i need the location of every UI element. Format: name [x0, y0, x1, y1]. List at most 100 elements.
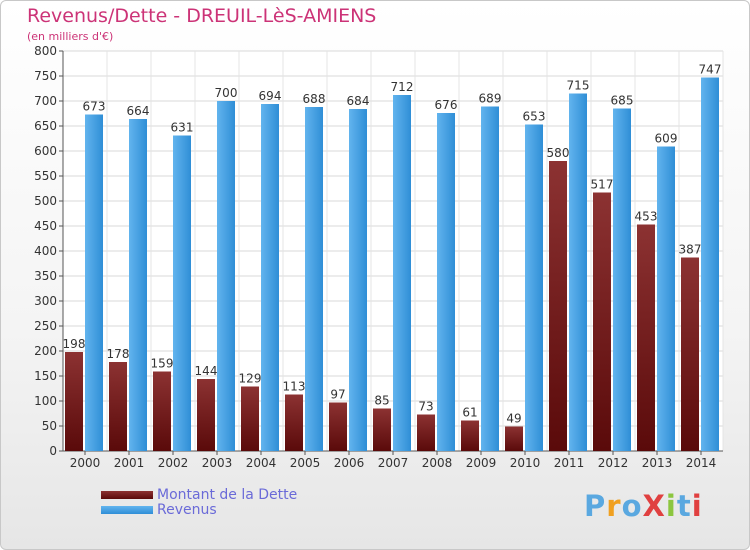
y-tick-label-650: 650: [34, 119, 57, 133]
x-tick-label-2011: 2011: [554, 456, 585, 470]
bar-revenue-2006: [349, 109, 367, 451]
y-tick-label-200: 200: [34, 344, 57, 358]
data-label-debt-2004: 129: [239, 372, 262, 386]
x-tick-label-2000: 2000: [70, 456, 101, 470]
x-tick-label-2002: 2002: [158, 456, 189, 470]
bar-revenue-2011: [569, 93, 587, 451]
data-label-debt-2000: 198: [63, 337, 86, 351]
axes: 0 50 100 150 200 250 300 350 400 450 500 550 600 650 7…: [34, 44, 723, 470]
data-label-revenue-2009: 689: [479, 92, 502, 106]
bar-revenue-2010: [525, 124, 543, 451]
data-label-debt-2014: 387: [679, 243, 702, 257]
data-label-revenue-2010: 653: [523, 110, 546, 124]
x-tick-label-2008: 2008: [422, 456, 453, 470]
x-tick-label-2010: 2010: [510, 456, 541, 470]
data-label-revenue-2004: 694: [259, 89, 282, 103]
data-label-debt-2003: 144: [195, 364, 218, 378]
bar-debt-2008: [417, 414, 435, 451]
x-tick-label-2007: 2007: [378, 456, 409, 470]
bar-revenue-2013: [657, 146, 675, 451]
bars: [65, 77, 719, 451]
data-label-revenue-2012: 685: [611, 94, 634, 108]
x-tick-label-2013: 2013: [642, 456, 673, 470]
x-tick-label-2001: 2001: [114, 456, 145, 470]
x-tick-label-2014: 2014: [686, 456, 717, 470]
legend-label-debt: Montant de la Dette: [157, 487, 298, 503]
data-label-revenue-2013: 609: [655, 132, 678, 146]
data-label-revenue-2008: 676: [435, 98, 458, 112]
y-tick-label-750: 750: [34, 69, 57, 83]
logo-letter: P: [584, 489, 607, 523]
x-tick-label-2005: 2005: [290, 456, 321, 470]
y-tick-label-800: 800: [34, 44, 57, 58]
data-label-debt-2012: 517: [591, 178, 614, 192]
chart-title: Revenus/Dette - DREUIL-LèS-AMIENS: [27, 5, 377, 27]
data-label-revenue-2005: 688: [303, 92, 326, 106]
x-tick-label-2009: 2009: [466, 456, 497, 470]
bar-revenue-2014: [701, 77, 719, 451]
bar-debt-2011: [549, 161, 567, 451]
x-tick-label-2012: 2012: [598, 456, 629, 470]
data-label-debt-2009: 61: [462, 406, 477, 420]
y-tick-label-100: 100: [34, 394, 57, 408]
bar-revenue-2000: [85, 114, 103, 451]
y-tick-label-350: 350: [34, 269, 57, 283]
bar-debt-2003: [197, 379, 215, 451]
data-label-debt-2002: 159: [151, 357, 174, 371]
y-tick-label-300: 300: [34, 294, 57, 308]
data-label-debt-2006: 97: [330, 388, 345, 402]
bar-debt-2004: [241, 386, 259, 451]
data-label-revenue-2006: 684: [347, 94, 370, 108]
bar-revenue-2008: [437, 113, 455, 451]
bar-debt-2010: [505, 426, 523, 451]
data-label-revenue-2003: 700: [215, 86, 238, 100]
logo-letter: r: [606, 489, 622, 523]
bar-debt-2001: [109, 362, 127, 451]
y-tick-label-250: 250: [34, 319, 57, 333]
data-label-debt-2008: 73: [418, 400, 433, 414]
bar-debt-2002: [153, 371, 171, 451]
data-label-revenue-2001: 664: [127, 104, 150, 118]
bar-revenue-2005: [305, 107, 323, 451]
bar-revenue-2002: [173, 135, 191, 451]
logo-letter: X: [642, 489, 666, 523]
logo-letter: i: [691, 489, 703, 523]
data-label-revenue-2007: 712: [391, 80, 414, 94]
data-labels: 198 673 178 664 159 631 144 700 129 694 113 688 97 68…: [63, 63, 722, 426]
y-tick-label-600: 600: [34, 144, 57, 158]
y-tick-label-400: 400: [34, 244, 57, 258]
data-label-debt-2011: 580: [547, 146, 570, 160]
legend-swatch-debt: [101, 491, 153, 499]
bar-debt-2013: [637, 224, 655, 451]
y-tick-label-0: 0: [49, 444, 57, 458]
data-label-revenue-2002: 631: [171, 121, 194, 135]
logo-letter: i: [665, 489, 677, 523]
bar-revenue-2004: [261, 104, 279, 451]
logo-letter: t: [676, 489, 692, 523]
legend-swatch-revenue: [101, 506, 153, 514]
y-tick-label-500: 500: [34, 194, 57, 208]
bar-debt-2012: [593, 192, 611, 451]
chart-subtitle: (en milliers d'€): [27, 30, 114, 43]
data-label-debt-2001: 178: [107, 347, 130, 361]
data-label-revenue-2000: 673: [83, 100, 106, 114]
bar-debt-2007: [373, 408, 391, 451]
x-tick-label-2003: 2003: [202, 456, 233, 470]
logo-letter: o: [621, 489, 643, 523]
bar-revenue-2012: [613, 108, 631, 451]
bar-debt-2014: [681, 257, 699, 451]
data-label-revenue-2011: 715: [567, 79, 590, 93]
data-label-debt-2013: 453: [635, 210, 658, 224]
data-label-debt-2010: 49: [506, 412, 521, 426]
bar-debt-2009: [461, 420, 479, 451]
bar-debt-2000: [65, 352, 83, 451]
bar-revenue-2003: [217, 101, 235, 451]
bar-revenue-2009: [481, 106, 499, 451]
bar-revenue-2007: [393, 95, 411, 451]
y-tick-label-700: 700: [34, 94, 57, 108]
legend-label-revenue: Revenus: [157, 502, 217, 518]
proxiti-logo: ProXiti: [584, 489, 703, 523]
bar-revenue-2001: [129, 119, 147, 451]
data-label-revenue-2014: 747: [699, 63, 722, 77]
